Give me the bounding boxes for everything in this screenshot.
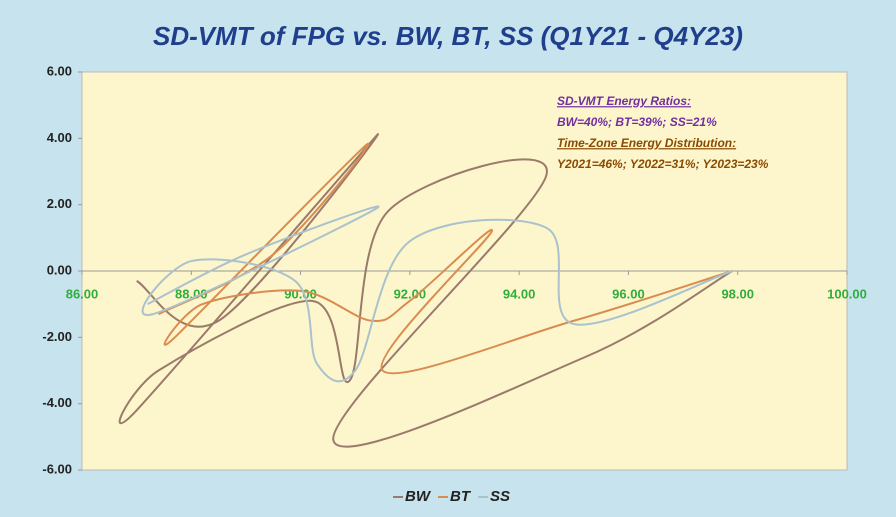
series-line [141,205,733,383]
x-tick-label: 94.00 [503,286,536,301]
y-tick-label: 4.00 [47,130,72,145]
annotation: SD-VMT Energy Ratios: [557,94,691,108]
x-tick-label: 100.00 [827,286,867,301]
y-tick-label: 0.00 [47,262,72,277]
annotation: BW=40%; BT=39%; SS=21% [557,115,717,129]
y-tick-label: 2.00 [47,196,72,211]
legend-label: BT [450,488,472,505]
x-tick-label: 88.00 [175,286,208,301]
x-tick-label: 98.00 [721,286,754,301]
x-tick-label: 92.00 [394,286,427,301]
y-tick-label: -6.00 [42,461,72,476]
chart-title: SD-VMT of FPG vs. BW, BT, SS (Q1Y21 - Q4… [153,21,743,51]
legend-label: BW [405,488,432,505]
annotation: Time-Zone Energy Distribution: [557,136,736,150]
y-tick-label: -4.00 [42,395,72,410]
x-tick-label: 86.00 [66,286,99,301]
legend-label: SS [490,488,510,505]
series-line [118,133,733,448]
series-line [158,142,733,375]
x-tick-label: 96.00 [612,286,645,301]
annotation: Y2021=46%; Y2022=31%; Y2023=23% [557,157,769,171]
y-tick-label: 6.00 [47,63,72,78]
y-tick-label: -2.00 [42,329,72,344]
